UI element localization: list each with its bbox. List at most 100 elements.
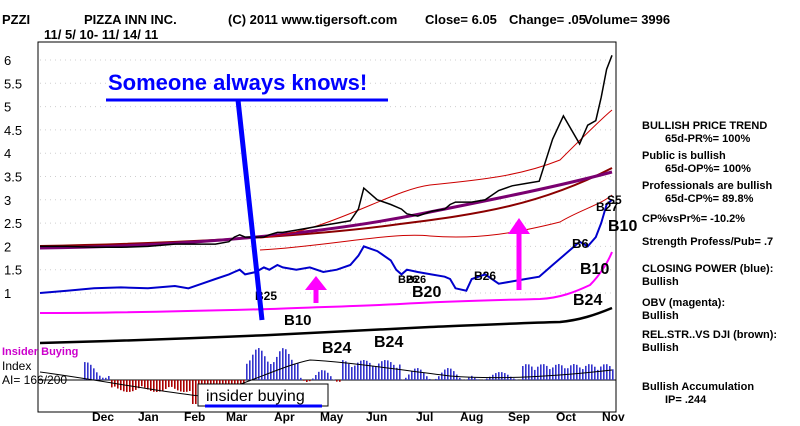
y-tick-label: 1.5	[4, 263, 22, 278]
accumulation-bar	[255, 349, 257, 380]
accumulation-bar	[420, 369, 422, 380]
accumulation-bar	[426, 376, 428, 380]
accumulation-bar	[342, 360, 344, 380]
signal-label: B24	[573, 292, 602, 309]
accumulation-bar	[525, 364, 527, 380]
month-label: Sep	[508, 410, 530, 424]
long-moving-average	[39, 167, 613, 247]
accumulation-bar	[132, 380, 134, 392]
y-tick-label: 6	[4, 53, 11, 68]
y-tick-label: 3.5	[4, 170, 22, 185]
signal-label: B10	[580, 261, 609, 278]
magenta-arrow-sep	[508, 218, 530, 290]
accumulation-bar	[345, 361, 347, 380]
accumulation-bar	[318, 371, 320, 380]
accumulation-bar	[456, 374, 458, 380]
accumulation-bar	[573, 364, 575, 380]
accumulation-bar	[468, 377, 470, 380]
index-label: Index	[2, 359, 31, 373]
accumulation-bar	[330, 376, 332, 380]
accumulation-bar	[378, 363, 380, 380]
accumulation-bar	[510, 376, 512, 380]
plot-frame	[37, 41, 617, 413]
accumulation-bar	[501, 372, 503, 380]
y-grid	[40, 59, 612, 294]
obv-line	[39, 251, 613, 314]
month-label: Jun	[366, 410, 387, 424]
y-tick-label: 1	[4, 286, 11, 301]
accumulation-bar	[189, 380, 191, 392]
closing-power-title: CLOSING POWER (blue):	[642, 263, 773, 275]
pros-value: 65d-CP%= 89.8%	[665, 193, 754, 205]
insider-buying-label: insider buying	[206, 388, 305, 405]
closing-power-value: Bullish	[642, 276, 679, 288]
signal-label: B6	[572, 236, 589, 251]
accumulation-bar	[177, 380, 179, 391]
accumulation-bar	[126, 380, 128, 392]
month-label: Jul	[416, 410, 433, 424]
signal-label: B26	[398, 274, 418, 286]
accumulation-bar	[471, 375, 473, 380]
accumulation-bar	[105, 377, 107, 380]
accumulation-bar	[384, 360, 386, 380]
y-tick-label: 5.5	[4, 76, 22, 91]
accumulation-bar	[108, 376, 110, 380]
y-tick-label: 4.5	[4, 123, 22, 138]
month-label: Oct	[556, 410, 576, 424]
copyright: (C) 2011 www.tigersoft.com	[228, 12, 397, 27]
accumulation-bar	[582, 369, 584, 380]
obv-title: OBV (magenta):	[642, 297, 725, 309]
accumulation-bar	[372, 365, 374, 380]
close-value: Close= 6.05	[425, 12, 497, 27]
change-value: Change= .05	[509, 12, 586, 27]
accumulation-bar	[540, 364, 542, 380]
accumulation-bar	[165, 380, 167, 389]
accumulation-bar	[414, 368, 416, 380]
accumulation-bar	[348, 363, 350, 380]
accumulation-bar	[474, 377, 476, 380]
accumulation-bar	[405, 377, 407, 380]
y-tick-label: 3	[4, 193, 11, 208]
accumulation-bar	[246, 363, 248, 380]
accumulation-bar	[168, 380, 170, 388]
accumulation-bar	[537, 366, 539, 380]
accumulation-bar	[408, 374, 410, 380]
y-tick-label: 2	[4, 239, 11, 254]
accumulation-bar	[267, 361, 269, 380]
accumulation-bar	[84, 362, 86, 380]
accumulation-bar	[294, 363, 296, 380]
accumulation-bar	[528, 364, 530, 380]
accumulation-bar	[351, 367, 353, 380]
accumulation-bar	[144, 380, 146, 388]
accumulation-bar	[504, 373, 506, 380]
accumulation-bar	[285, 349, 287, 380]
accumulation-bar	[438, 376, 440, 380]
signal-label: B24	[322, 340, 351, 357]
accumulation-bar	[612, 369, 614, 380]
accumulation-bar	[450, 368, 452, 380]
accumulation-bar	[552, 367, 554, 380]
accumulation-bar	[276, 356, 278, 380]
accumulation-bar	[543, 364, 545, 380]
date-range: 11/ 5/ 10- 11/ 14/ 11	[44, 27, 158, 42]
accumulation-bar	[393, 364, 395, 380]
accumulation-bar	[600, 366, 602, 380]
accumulation-bar	[258, 348, 260, 380]
accumulation-bar	[135, 380, 137, 390]
signal-label: B26	[474, 269, 496, 283]
y-tick-labels: 1 1.5 2 2.5 3 3.5 4 4.5 5 5.5 6	[4, 53, 22, 301]
accumulation-bar	[549, 369, 551, 380]
accumulation-bar	[423, 372, 425, 380]
accumulation-bar	[261, 350, 263, 380]
accumulation-bar	[435, 378, 437, 380]
accumulation-bar	[180, 380, 182, 392]
company-name: PIZZA INN INC.	[84, 12, 177, 27]
accumulation-bar	[99, 375, 101, 380]
relative-strength-line	[39, 306, 613, 345]
obv-value: Bullish	[642, 310, 679, 322]
lower-band	[259, 194, 613, 251]
month-labels: Dec Jan Feb Mar Apr May Jun Jul Aug Sep Oct Nov	[92, 410, 625, 424]
accumulation-bar	[360, 360, 362, 380]
